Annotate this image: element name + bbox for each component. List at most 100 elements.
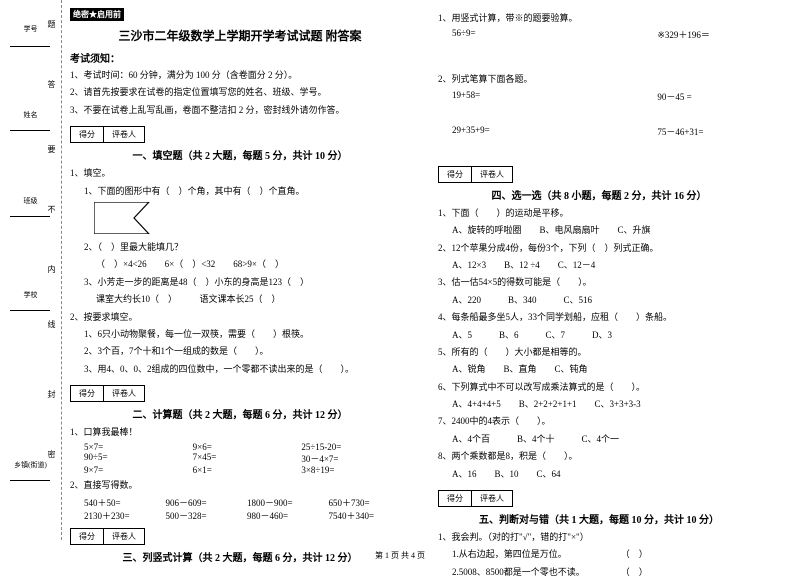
calc-row: 56÷9= ※329＋196＝ — [438, 28, 760, 41]
q-options: A、16 B、10 C、64 — [438, 467, 760, 481]
calc-cell: 5×7= — [84, 442, 193, 452]
exam-title: 三沙市二年级数学上学期开学考试试题 附答案 — [70, 27, 410, 44]
line — [10, 46, 50, 47]
seal-text: 内 — [46, 265, 57, 273]
q-text: 1、口算我最棒！ — [70, 425, 410, 439]
q-text: 3、用4、0、0、2组成的四位数中，一个零都不读出来的是（ ）。 — [70, 362, 410, 376]
seal-text: 密 — [46, 450, 57, 458]
column-left: 绝密★启用前 三沙市二年级数学上学期开学考试试题 附答案 考试须知： 1、考试时… — [70, 8, 420, 553]
calc-cell: 7×45= — [193, 452, 302, 465]
q-text: 1、下面的图形中有（ ）个角，其中有（ ）个直角。 — [70, 184, 410, 198]
grader-label: 评卷人 — [104, 386, 144, 401]
score-box: 得分评卷人 — [70, 385, 145, 402]
q-options: A、5 B、6 C、7 D、3 — [438, 328, 760, 342]
binding-margin: 学号 姓名 班级 学校 乡镇(街道) 题 答 要 不 内 线 封 密 — [0, 0, 62, 540]
q-options: A、4个百 B、4个十 C、4个一 — [438, 432, 760, 446]
flag-figure — [94, 202, 410, 236]
calc-row: 5×7=9×6=25÷15-20= — [70, 442, 410, 452]
calc-cell: 540＋50= — [84, 496, 166, 509]
q-text: 6、下列算式中不可以改写成乘法算式的是（ ）。 — [438, 380, 760, 394]
calc-cell: 3×8÷19= — [301, 465, 410, 475]
notice-item: 3、不要在试卷上乱写乱画，卷面不整洁扣 2 分，密封线外请勿作答。 — [70, 103, 410, 117]
calc-cell: 7540＋340= — [329, 509, 411, 522]
field-town: 乡镇(街道) — [8, 460, 53, 470]
calc-row: 90÷5=7×45=30－4×7= — [70, 452, 410, 465]
calc-cell: 650＋730= — [329, 496, 411, 509]
section-1-title: 一、填空题（共 2 大题，每题 5 分，共计 10 分） — [70, 147, 410, 162]
q-text: 2、（ ）里最大能填几？ — [70, 240, 410, 254]
q-text: 4、每条船最多坐5人，33个同学划船，应租（ ）条船。 — [438, 310, 760, 324]
line — [10, 310, 50, 311]
field-school: 学校 — [8, 290, 53, 300]
section-5-title: 五、判断对与错（共 1 大题，每题 10 分，共计 10 分） — [438, 511, 760, 526]
calc-cell: 980－460= — [247, 509, 329, 522]
q-text: 2.5008、8500都是一个零也不读。 （ ） — [438, 565, 760, 579]
q-text: （ ）×4<26 6×（ ）<32 68>9×（ ） — [70, 257, 410, 271]
q-options: A、锐角 B、直角 C、钝角 — [438, 362, 760, 376]
grader-label: 评卷人 — [472, 167, 512, 182]
q-text: 2、直接写得数。 — [70, 478, 410, 492]
score-box: 得分评卷人 — [70, 126, 145, 143]
seal-text: 题 — [46, 20, 57, 28]
q-text: 1、6只小动物聚餐，每一位一双筷，需要（ ）根筷。 — [70, 327, 410, 341]
q-text: 1、用竖式计算，带※的题要验算。 — [438, 11, 760, 25]
score-box: 得分评卷人 — [438, 166, 513, 183]
q-text: 1、下面（ ）的运动是平移。 — [438, 206, 760, 220]
calc-cell: ※329＋196＝ — [657, 28, 760, 41]
score-label: 得分 — [439, 491, 472, 506]
q-text: 1、我会判。（对的打"√"，错的打"×"） — [438, 530, 760, 544]
calc-cell: 500－328= — [166, 509, 248, 522]
calc-cell: 90÷5= — [84, 452, 193, 465]
seal-text: 答 — [46, 80, 57, 88]
q-text: 5、所有的（ ）大小都是相等的。 — [438, 345, 760, 359]
calc-cell: 19+58= — [452, 90, 555, 103]
column-right: 1、用竖式计算，带※的题要验算。 56÷9= ※329＋196＝ 2、列式笔算下面… — [420, 8, 770, 553]
calc-cell: 906－609= — [166, 496, 248, 509]
q-text: 7、2400中的4表示（ ）。 — [438, 414, 760, 428]
q-options: A、4+4+4+5 B、2+2+2+1+1 C、3+3+3-3 — [438, 397, 760, 411]
notice-item: 2、请首先按要求在试卷的指定位置填写您的姓名、班级、学号。 — [70, 85, 410, 99]
calc-cell: 2130＋230= — [84, 509, 166, 522]
notice-head: 考试须知： — [70, 50, 410, 65]
line — [10, 130, 50, 131]
field-name: 姓名 — [8, 110, 53, 120]
calc-row: 19+58= 90－45 = — [438, 90, 760, 103]
calc-row: 29+35+9= 75－46+31= — [438, 125, 760, 138]
grader-label: 评卷人 — [104, 529, 144, 544]
q-text: 2、12个苹果分成4份，每份3个，下列（ ）列式正确。 — [438, 241, 760, 255]
q-text: 2、3个百，7个十和1个一组成的数是（ ）。 — [70, 344, 410, 358]
calc-cell: 75－46+31= — [657, 125, 760, 138]
page-footer: 第 1 页 共 4 页 — [0, 550, 800, 561]
q-text: 2、按要求填空。 — [70, 310, 410, 324]
line — [10, 216, 50, 217]
grader-label: 评卷人 — [104, 127, 144, 142]
calc-cell: 56÷9= — [452, 28, 555, 41]
score-box: 得分评卷人 — [70, 528, 145, 545]
calc-cell: 25÷15-20= — [301, 442, 410, 452]
score-label: 得分 — [71, 529, 104, 544]
q-options: A、12×3 B、12 ÷4 C、12－4 — [438, 258, 760, 272]
calc-cell: 6×1= — [193, 465, 302, 475]
q-text: 1、填空。 — [70, 166, 410, 180]
grader-label: 评卷人 — [472, 491, 512, 506]
section-4-title: 四、选一选（共 8 小题，每题 2 分，共计 16 分） — [438, 187, 760, 202]
q-options: A、220 B、340 C、516 — [438, 293, 760, 307]
calc-cell: 9×6= — [193, 442, 302, 452]
calc-row: 2130＋230=500－328=980－460=7540＋340= — [70, 509, 410, 522]
section-2-title: 二、计算题（共 2 大题，每题 6 分，共计 12 分） — [70, 406, 410, 421]
notice-item: 1、考试时间：60 分钟，满分为 100 分（含卷面分 2 分）。 — [70, 68, 410, 82]
calc-cell: 30－4×7= — [301, 452, 410, 465]
calc-cell: 90－45 = — [657, 90, 760, 103]
score-label: 得分 — [71, 127, 104, 142]
calc-cell: 29+35+9= — [452, 125, 555, 138]
calc-cell: 9×7= — [84, 465, 193, 475]
q-text: 2、列式笔算下面各题。 — [438, 72, 760, 86]
line — [10, 480, 50, 481]
calc-row: 9×7=6×1=3×8÷19= — [70, 465, 410, 475]
q-text: 3、估一估54×5的得数可能是（ ）。 — [438, 275, 760, 289]
score-label: 得分 — [439, 167, 472, 182]
q-text: 3、小芳走一步的距离是48（ ）小东的身高是123（ ） — [70, 275, 410, 289]
q-text: 课室大约长10（ ） 语文课本长25（ ） — [70, 292, 410, 306]
score-box: 得分评卷人 — [438, 490, 513, 507]
seal-text: 封 — [46, 390, 57, 398]
